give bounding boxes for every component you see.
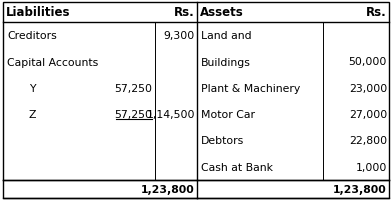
Text: Rs.: Rs. (174, 6, 195, 19)
Text: Assets: Assets (200, 6, 244, 19)
Text: 27,000: 27,000 (349, 110, 387, 120)
Text: 22,800: 22,800 (349, 136, 387, 146)
Text: 23,000: 23,000 (349, 83, 387, 93)
Text: 50,000: 50,000 (348, 57, 387, 67)
Text: Buildings: Buildings (201, 57, 251, 67)
Text: Capital Accounts: Capital Accounts (7, 57, 98, 67)
Text: Z: Z (29, 110, 36, 120)
Text: Land and: Land and (201, 31, 252, 41)
Text: Y: Y (29, 83, 36, 93)
Text: 57,250: 57,250 (114, 83, 152, 93)
Text: Cash at Bank: Cash at Bank (201, 162, 273, 172)
Text: Rs.: Rs. (366, 6, 387, 19)
Text: 1,000: 1,000 (356, 162, 387, 172)
Text: Motor Car: Motor Car (201, 110, 255, 120)
Text: Liabilities: Liabilities (6, 6, 71, 19)
Text: Creditors: Creditors (7, 31, 57, 41)
Text: 1,23,800: 1,23,800 (333, 184, 387, 194)
Text: 57,250: 57,250 (114, 110, 152, 120)
Text: 1,14,500: 1,14,500 (147, 110, 195, 120)
Text: 9,300: 9,300 (164, 31, 195, 41)
Text: Debtors: Debtors (201, 136, 244, 146)
Text: Plant & Machinery: Plant & Machinery (201, 83, 300, 93)
Text: 1,23,800: 1,23,800 (141, 184, 195, 194)
